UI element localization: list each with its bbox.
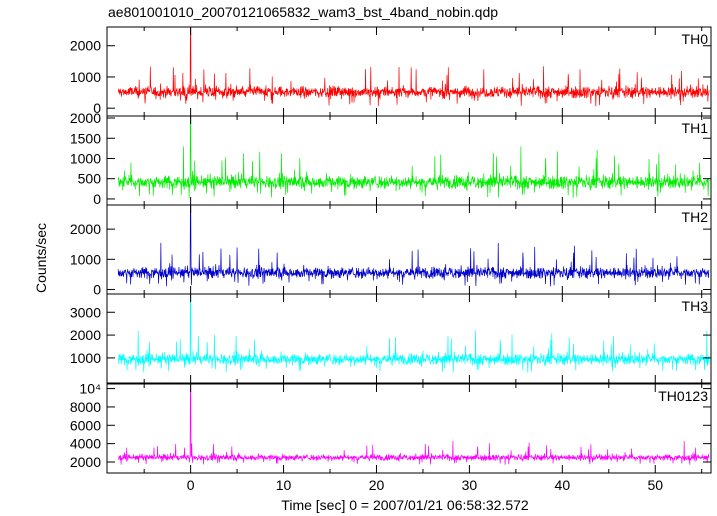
y-tick-label: 0	[93, 100, 101, 116]
y-tick-label: 1000	[70, 69, 101, 85]
y-tick-label: 6000	[70, 417, 101, 433]
y-tick-label: 1000	[70, 350, 101, 366]
y-tick-label: 3000	[70, 304, 101, 320]
panel-th0123: 2000 4000 6000 8000 10⁴ TH0123	[70, 381, 712, 474]
y-tick-label: 2000	[70, 454, 101, 470]
panel-th2: 0 1000 2000 TH2	[70, 204, 712, 297]
y-tick-label: 2000	[70, 327, 101, 343]
panel-label: TH2	[682, 209, 709, 225]
y-tick-label: 2000	[70, 110, 101, 126]
chart-title: ae801001010_20070121065832_wam3_bst_4ban…	[108, 4, 498, 20]
y-tick-label: 1500	[70, 130, 101, 146]
panel-label: TH0123	[658, 388, 708, 404]
panel-label: TH1	[682, 120, 709, 136]
panel-frame	[106, 293, 712, 384]
series-line-th0	[118, 27, 710, 107]
x-tick-label: 10	[276, 477, 292, 493]
x-tick-label: 0	[187, 477, 195, 493]
series-line-th3	[117, 294, 710, 373]
y-tick-label: 4000	[70, 436, 101, 452]
x-axis-label: Time [sec] 0 = 2007/01/21 06:58:32.572	[281, 497, 529, 513]
panel-frame	[106, 383, 712, 474]
x-tick-label: 40	[555, 477, 571, 493]
y-tick-label: 10⁴	[79, 381, 101, 397]
y-axis-label: Counts/sec	[33, 223, 49, 293]
series-line-th1	[117, 116, 710, 199]
panel-th3: 1000 2000 3000 TH3	[70, 293, 712, 384]
y-tick-label: 1000	[70, 251, 101, 267]
y-tick-label: 2000	[70, 221, 101, 237]
x-tick-label: 30	[462, 477, 478, 493]
series-line-th0123	[117, 384, 710, 465]
panel-label: TH0	[682, 31, 709, 47]
y-tick-label: 2000	[70, 38, 101, 54]
y-tick-label: 1000	[70, 150, 101, 166]
panel-frame	[106, 115, 712, 206]
y-tick-label: 500	[78, 171, 102, 187]
y-tick-label: 0	[93, 281, 101, 297]
y-tick-label: 8000	[70, 399, 101, 415]
y-tick-label: 0	[93, 191, 101, 207]
panel-frame	[106, 26, 712, 117]
panel-th1: 0 500 1000 1500 2000 TH1	[70, 110, 712, 207]
x-tick-label: 50	[647, 477, 663, 493]
panel-th0: 0 1000 2000 TH0	[70, 26, 712, 117]
panel-frame	[106, 204, 712, 295]
panel-label: TH3	[682, 298, 709, 314]
x-tick-label: 20	[369, 477, 385, 493]
series-line-th2	[117, 205, 710, 287]
